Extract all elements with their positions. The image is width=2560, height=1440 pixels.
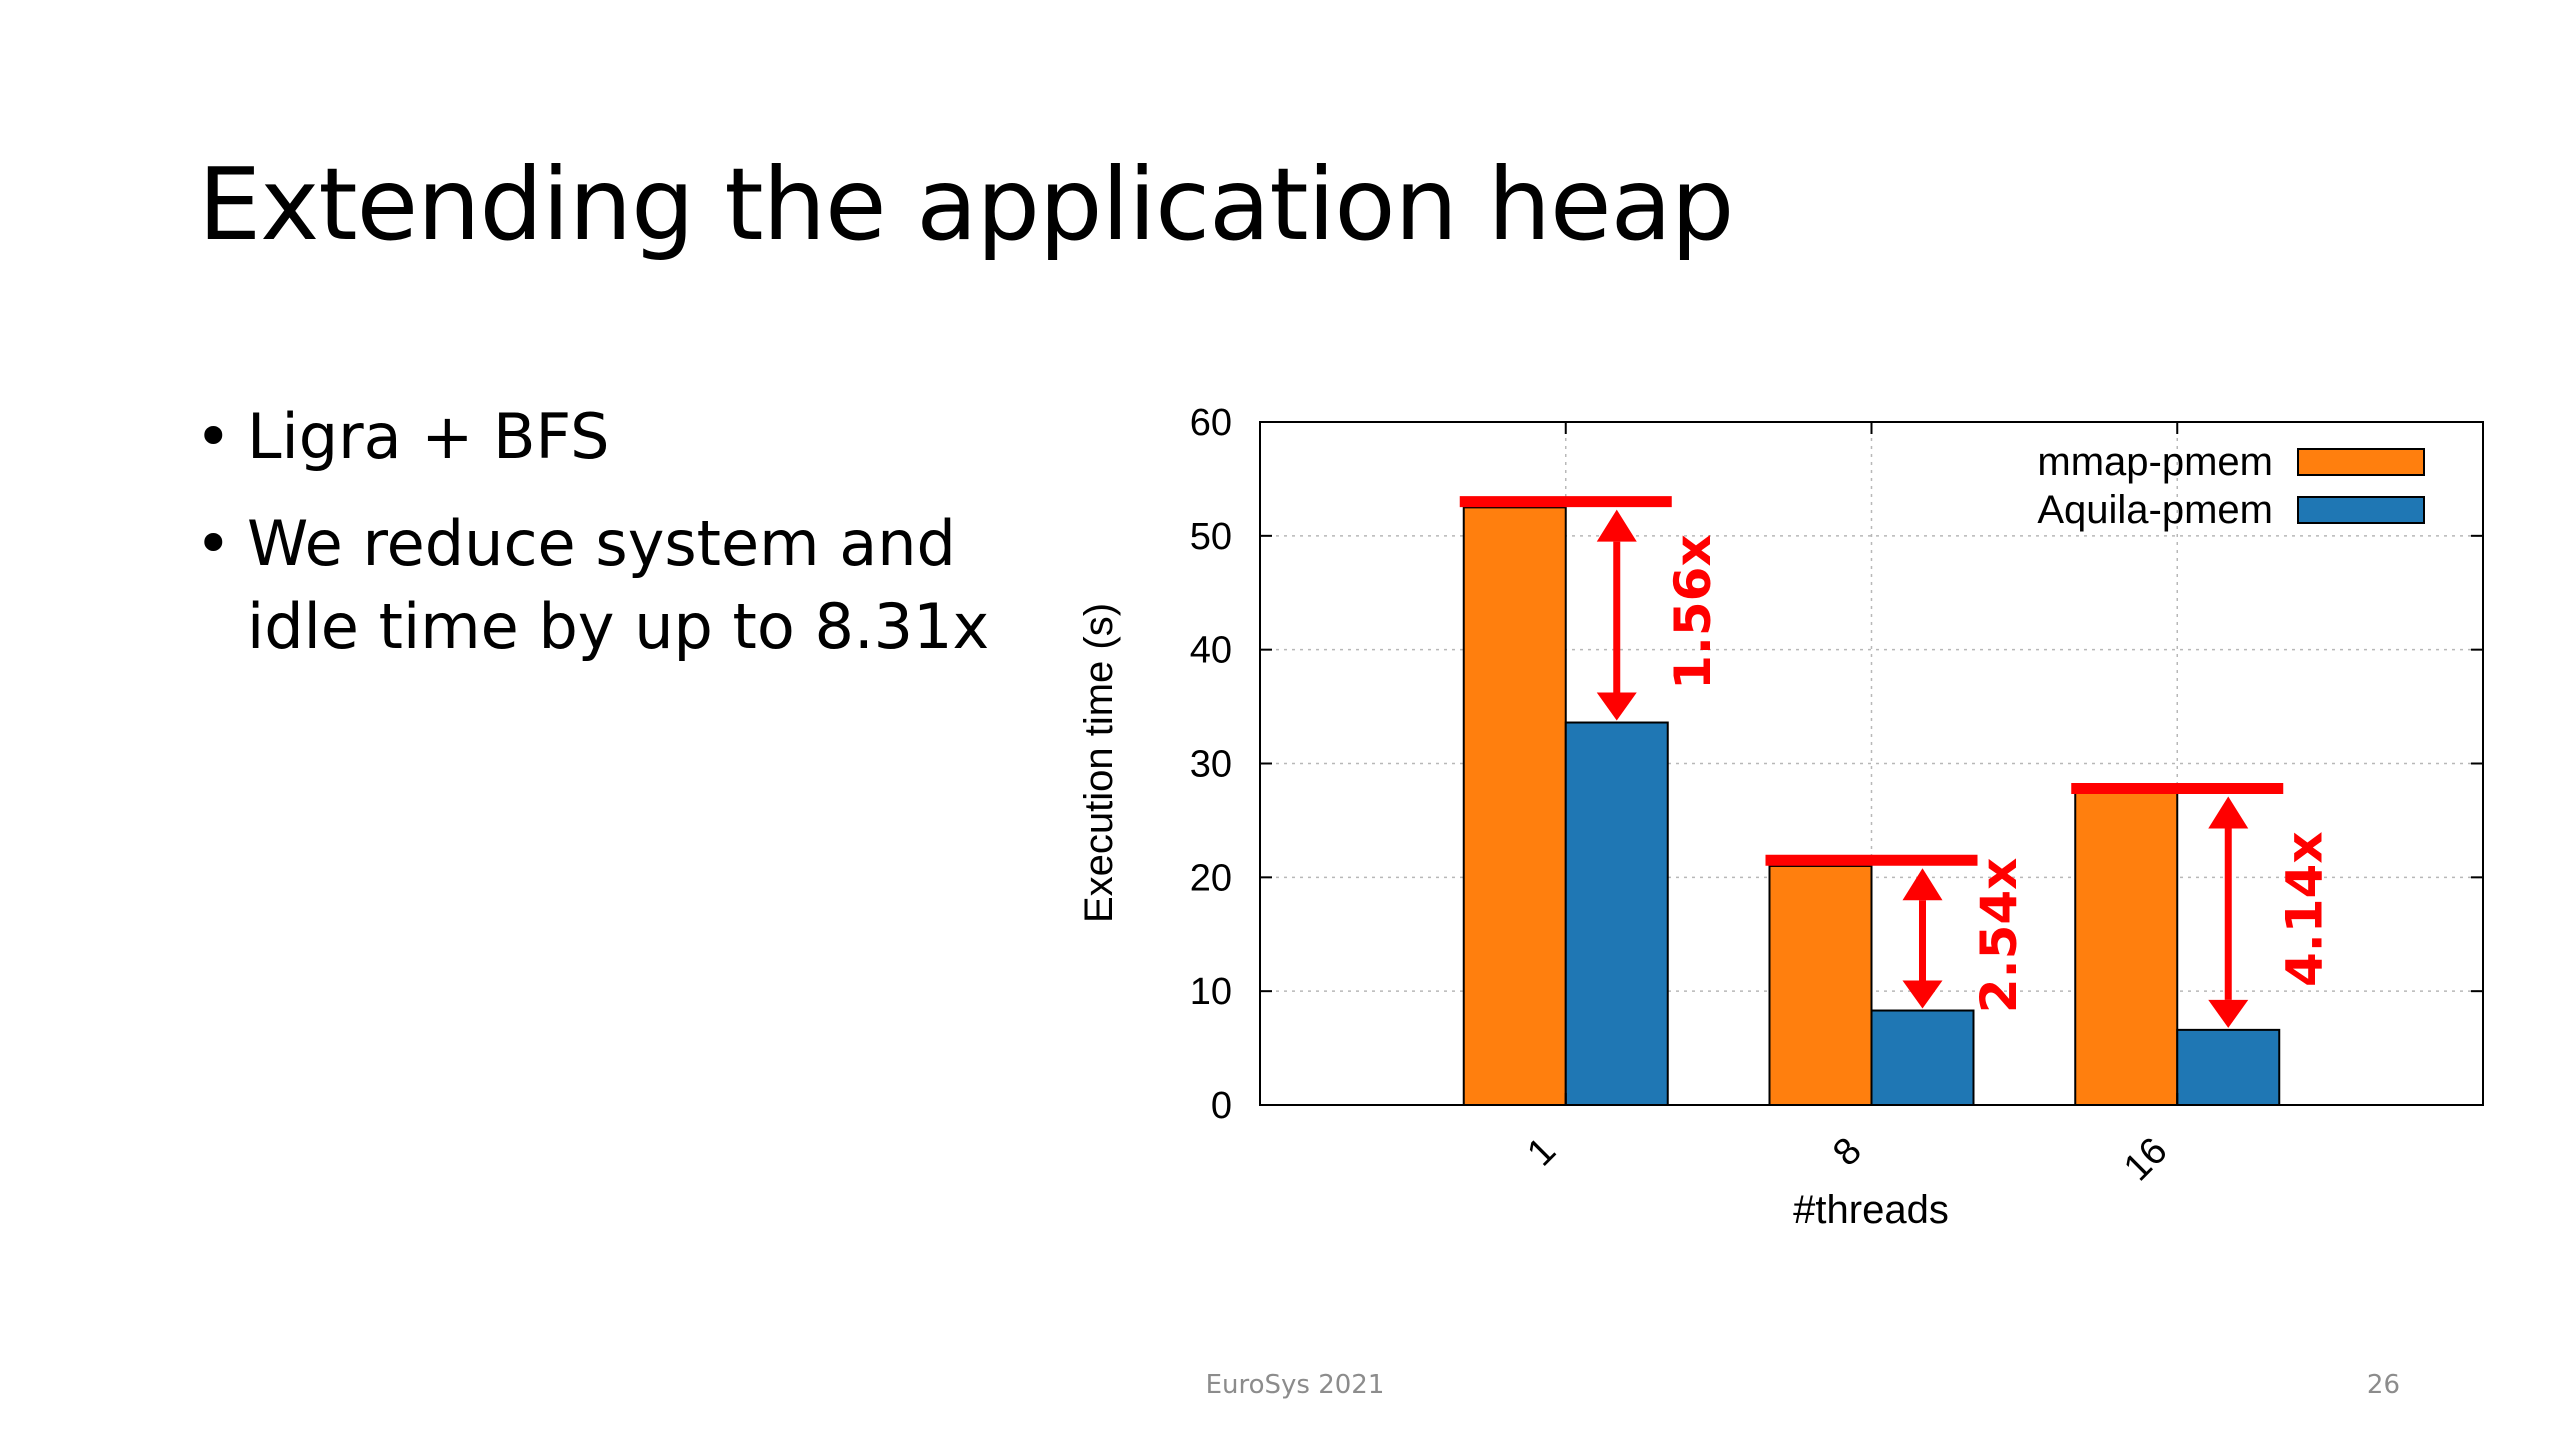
legend-swatch [2297,448,2425,476]
x-tick-label: 16 [2116,1130,2176,1190]
legend-swatch [2297,496,2425,524]
arrow-down-head-icon [1902,980,1943,1009]
x-tick-label: 8 [1825,1130,1870,1175]
bullet-item: Ligra + BFS [195,395,1075,478]
page-number: 26 [2366,1370,2400,1400]
y-tick-label: 0 [1211,1085,1232,1127]
arrow-down-head-icon [2208,999,2249,1028]
legend-label: mmap-pmem [2037,440,2273,484]
slide-title: Extending the application heap [198,146,1734,263]
bullet-item: We reduce system and idle time by up to … [195,502,1075,668]
footer-conference: EuroSys 2021 [1205,1370,1385,1400]
y-tick-label: 60 [1190,402,1232,444]
arrow-up-head-icon [1596,509,1637,542]
arrow-up-head-icon [2208,796,2249,829]
bars [1462,506,2281,1107]
y-tick-label: 10 [1190,971,1232,1013]
speedup-label: 4.14x [2276,831,2334,987]
y-tick-label: 20 [1190,857,1232,899]
legend-label: Aquila-pmem [2037,488,2273,532]
bar-aquila-pmem [1564,721,1669,1106]
x-axis-label: #threads [1793,1188,1949,1232]
speedup-label: 2.54x [1970,858,2028,1014]
speedup-annotations: 1.56x 2.54x 4.14x [1459,496,2334,1028]
y-tick-label: 30 [1190,744,1232,786]
bar-mmap-pmem [1768,864,1873,1107]
x-tick-label: 1 [1519,1130,1564,1175]
y-tick-label: 50 [1190,516,1232,558]
y-axis-label: Execution time (s) [1077,603,1121,923]
speedup-label: 1.56x [1664,534,1722,690]
execution-time-bar-chart: 1.56x 2.54x 4.14x 0 10 20 30 40 50 60 1 8 16 mmap-p… [1077,402,2484,1232]
y-tick-label: 40 [1190,630,1232,672]
bar-mmap-pmem [1462,506,1567,1106]
bullet-list: Ligra + BFS We reduce system and idle ti… [195,395,1075,692]
bar-aquila-pmem [1870,1009,1975,1106]
bar-mmap-pmem [2074,790,2179,1106]
arrow-down-head-icon [1596,692,1637,721]
bar-aquila-pmem [2176,1028,2281,1106]
arrow-up-head-icon [1902,868,1943,901]
